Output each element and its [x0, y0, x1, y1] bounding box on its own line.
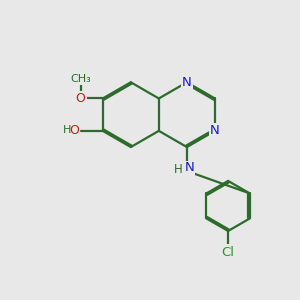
Text: Cl: Cl	[222, 246, 235, 259]
Text: O: O	[69, 124, 79, 137]
Text: N: N	[182, 76, 192, 89]
Text: N: N	[184, 161, 194, 174]
Text: N: N	[210, 124, 220, 137]
Text: CH₃: CH₃	[70, 74, 91, 84]
Text: H: H	[174, 163, 183, 176]
Text: O: O	[76, 92, 85, 105]
Text: H: H	[63, 125, 72, 135]
